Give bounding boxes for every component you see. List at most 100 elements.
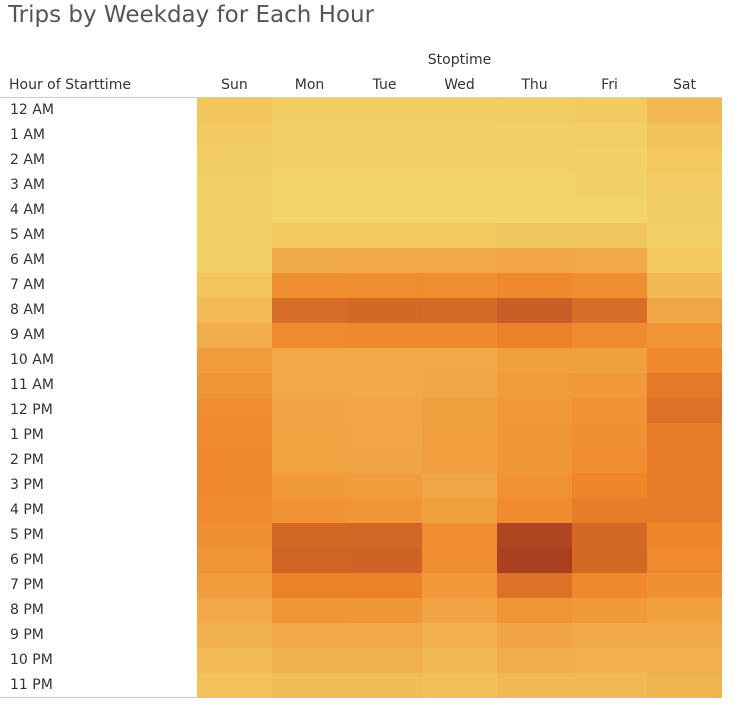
heatmap-cell[interactable]: [422, 173, 497, 198]
heatmap-cell[interactable]: [422, 298, 497, 323]
heatmap-cell[interactable]: [647, 648, 722, 673]
heatmap-cell[interactable]: [272, 323, 347, 348]
heatmap-cell[interactable]: [347, 373, 422, 398]
heatmap-cell[interactable]: [347, 98, 422, 123]
heatmap-cell[interactable]: [272, 448, 347, 473]
heatmap-cell[interactable]: [572, 423, 647, 448]
heatmap-cell[interactable]: [197, 473, 272, 498]
heatmap-cell[interactable]: [347, 223, 422, 248]
heatmap-cell[interactable]: [497, 423, 572, 448]
heatmap-cell[interactable]: [272, 498, 347, 523]
heatmap-cell[interactable]: [647, 573, 722, 598]
heatmap-cell[interactable]: [572, 523, 647, 548]
heatmap-cell[interactable]: [497, 648, 572, 673]
heatmap-cell[interactable]: [422, 648, 497, 673]
heatmap-cell[interactable]: [572, 373, 647, 398]
heatmap-cell[interactable]: [197, 148, 272, 173]
heatmap-cell[interactable]: [272, 298, 347, 323]
heatmap-cell[interactable]: [347, 123, 422, 148]
heatmap-cell[interactable]: [572, 498, 647, 523]
heatmap-cell[interactable]: [197, 398, 272, 423]
heatmap-cell[interactable]: [572, 198, 647, 223]
heatmap-cell[interactable]: [347, 348, 422, 373]
heatmap-cell[interactable]: [572, 348, 647, 373]
heatmap-cell[interactable]: [647, 673, 722, 698]
heatmap-cell[interactable]: [572, 173, 647, 198]
heatmap-cell[interactable]: [197, 273, 272, 298]
heatmap-cell[interactable]: [197, 98, 272, 123]
heatmap-cell[interactable]: [272, 598, 347, 623]
heatmap-cell[interactable]: [497, 148, 572, 173]
heatmap-cell[interactable]: [497, 298, 572, 323]
heatmap-cell[interactable]: [422, 573, 497, 598]
heatmap-cell[interactable]: [272, 198, 347, 223]
heatmap-cell[interactable]: [272, 373, 347, 398]
heatmap-cell[interactable]: [422, 473, 497, 498]
heatmap-cell[interactable]: [422, 323, 497, 348]
heatmap-cell[interactable]: [422, 423, 497, 448]
heatmap-cell[interactable]: [197, 298, 272, 323]
heatmap-cell[interactable]: [197, 673, 272, 698]
heatmap-cell[interactable]: [347, 148, 422, 173]
heatmap-cell[interactable]: [422, 598, 497, 623]
heatmap-cell[interactable]: [497, 223, 572, 248]
heatmap-cell[interactable]: [197, 323, 272, 348]
heatmap-cell[interactable]: [497, 473, 572, 498]
heatmap-cell[interactable]: [347, 573, 422, 598]
heatmap-cell[interactable]: [647, 373, 722, 398]
heatmap-cell[interactable]: [572, 123, 647, 148]
heatmap-cell[interactable]: [347, 398, 422, 423]
heatmap-cell[interactable]: [647, 148, 722, 173]
heatmap-cell[interactable]: [647, 498, 722, 523]
heatmap-cell[interactable]: [572, 473, 647, 498]
heatmap-cell[interactable]: [422, 148, 497, 173]
heatmap-cell[interactable]: [572, 273, 647, 298]
heatmap-cell[interactable]: [197, 423, 272, 448]
heatmap-cell[interactable]: [422, 373, 497, 398]
heatmap-cell[interactable]: [272, 398, 347, 423]
heatmap-cell[interactable]: [647, 223, 722, 248]
heatmap-cell[interactable]: [647, 473, 722, 498]
heatmap-cell[interactable]: [497, 523, 572, 548]
heatmap-cell[interactable]: [572, 448, 647, 473]
heatmap-cell[interactable]: [272, 423, 347, 448]
heatmap-cell[interactable]: [647, 198, 722, 223]
heatmap-cell[interactable]: [347, 598, 422, 623]
heatmap-cell[interactable]: [497, 323, 572, 348]
heatmap-cell[interactable]: [272, 98, 347, 123]
heatmap-cell[interactable]: [497, 173, 572, 198]
heatmap-cell[interactable]: [347, 448, 422, 473]
heatmap-cell[interactable]: [347, 523, 422, 548]
heatmap-cell[interactable]: [422, 198, 497, 223]
heatmap-cell[interactable]: [572, 598, 647, 623]
heatmap-cell[interactable]: [347, 548, 422, 573]
heatmap-cell[interactable]: [197, 173, 272, 198]
heatmap-cell[interactable]: [272, 123, 347, 148]
heatmap-cell[interactable]: [347, 623, 422, 648]
heatmap-cell[interactable]: [272, 648, 347, 673]
heatmap-cell[interactable]: [647, 423, 722, 448]
heatmap-cell[interactable]: [272, 673, 347, 698]
heatmap-cell[interactable]: [572, 323, 647, 348]
heatmap-cell[interactable]: [347, 173, 422, 198]
heatmap-cell[interactable]: [197, 223, 272, 248]
heatmap-cell[interactable]: [422, 223, 497, 248]
heatmap-cell[interactable]: [272, 348, 347, 373]
heatmap-cell[interactable]: [572, 298, 647, 323]
heatmap-cell[interactable]: [272, 173, 347, 198]
heatmap-cell[interactable]: [497, 348, 572, 373]
heatmap-cell[interactable]: [197, 248, 272, 273]
heatmap-cell[interactable]: [347, 298, 422, 323]
heatmap-cell[interactable]: [422, 273, 497, 298]
heatmap-cell[interactable]: [197, 573, 272, 598]
heatmap-cell[interactable]: [197, 348, 272, 373]
heatmap-cell[interactable]: [497, 98, 572, 123]
heatmap-cell[interactable]: [422, 348, 497, 373]
heatmap-cell[interactable]: [197, 623, 272, 648]
heatmap-cell[interactable]: [422, 248, 497, 273]
heatmap-cell[interactable]: [272, 623, 347, 648]
heatmap-cell[interactable]: [647, 348, 722, 373]
heatmap-cell[interactable]: [272, 273, 347, 298]
heatmap-cell[interactable]: [647, 98, 722, 123]
heatmap-cell[interactable]: [347, 648, 422, 673]
